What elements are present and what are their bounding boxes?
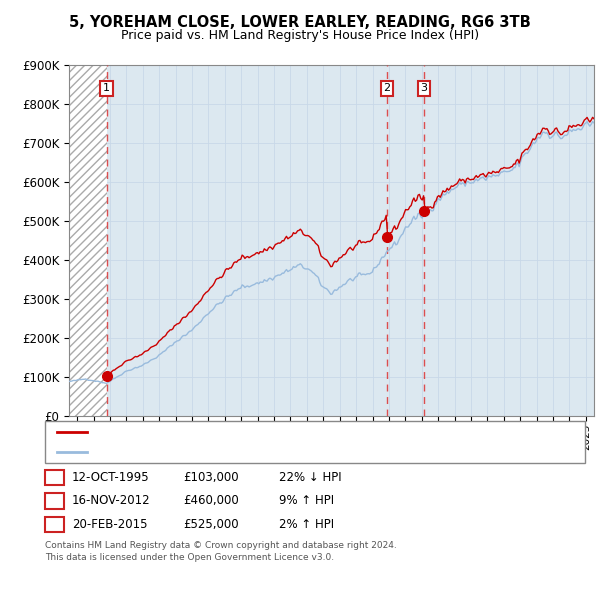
Text: 12-OCT-1995: 12-OCT-1995 — [72, 471, 149, 484]
Text: £525,000: £525,000 — [183, 518, 239, 531]
Text: 16-NOV-2012: 16-NOV-2012 — [72, 494, 151, 507]
Text: This data is licensed under the Open Government Licence v3.0.: This data is licensed under the Open Gov… — [45, 553, 334, 562]
Text: 22% ↓ HPI: 22% ↓ HPI — [279, 471, 341, 484]
Text: 2: 2 — [51, 496, 58, 506]
Text: 5, YOREHAM CLOSE, LOWER EARLEY, READING, RG6 3TB: 5, YOREHAM CLOSE, LOWER EARLEY, READING,… — [69, 15, 531, 30]
Text: 5, YOREHAM CLOSE, LOWER EARLEY, READING, RG6 3TB (detached house): 5, YOREHAM CLOSE, LOWER EARLEY, READING,… — [96, 427, 485, 437]
Text: Price paid vs. HM Land Registry's House Price Index (HPI): Price paid vs. HM Land Registry's House … — [121, 30, 479, 42]
Text: 9% ↑ HPI: 9% ↑ HPI — [279, 494, 334, 507]
Text: 2% ↑ HPI: 2% ↑ HPI — [279, 518, 334, 531]
Text: 2: 2 — [383, 83, 391, 93]
Text: 3: 3 — [421, 83, 427, 93]
Text: HPI: Average price, detached house, Wokingham: HPI: Average price, detached house, Woki… — [96, 447, 350, 457]
Text: 1: 1 — [103, 83, 110, 93]
Text: £460,000: £460,000 — [183, 494, 239, 507]
Text: 20-FEB-2015: 20-FEB-2015 — [72, 518, 148, 531]
Bar — [69, 65, 107, 416]
Text: £103,000: £103,000 — [183, 471, 239, 484]
Text: 1: 1 — [51, 473, 58, 482]
Text: 3: 3 — [51, 520, 58, 529]
Text: Contains HM Land Registry data © Crown copyright and database right 2024.: Contains HM Land Registry data © Crown c… — [45, 541, 397, 550]
